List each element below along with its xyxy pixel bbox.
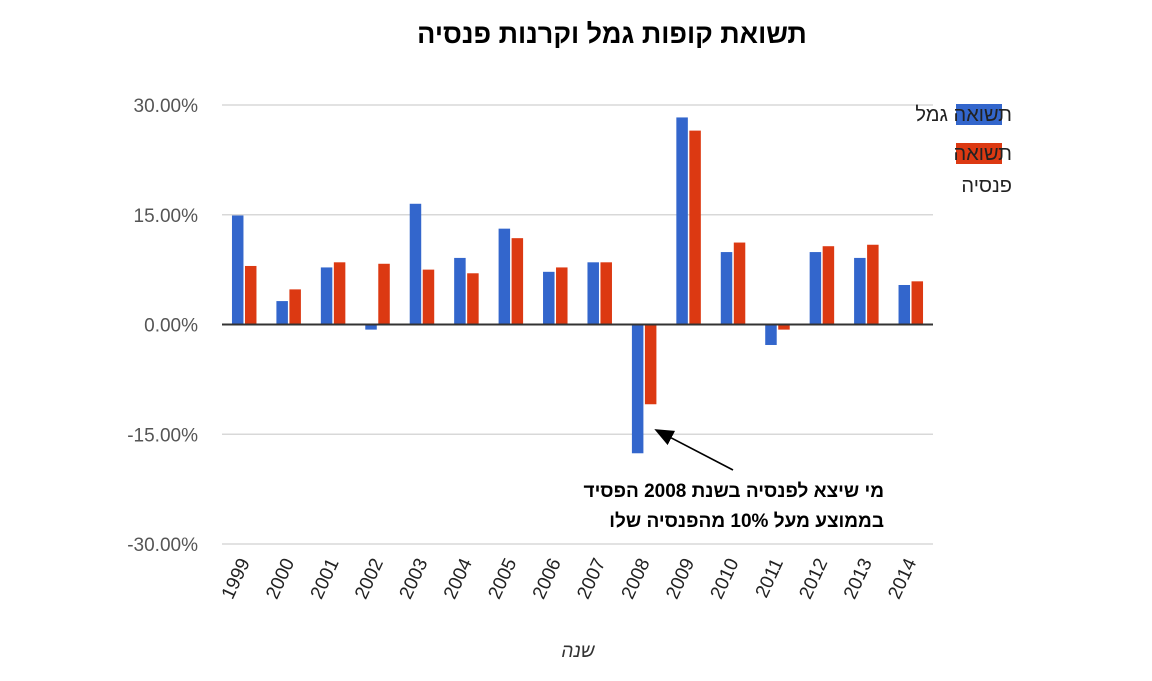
- x-tick-label: 2001: [307, 555, 344, 602]
- y-tick-label: 0.00%: [144, 316, 198, 337]
- legend-label-1: תשואה גמל: [915, 104, 1012, 126]
- bar-series-1-2011: [765, 324, 777, 345]
- x-tick-label: 2013: [840, 555, 877, 602]
- bar-series-1-2012: [809, 252, 822, 325]
- bar-series-2-2009: [689, 130, 701, 325]
- annotation: מי שיצא לפנסיה בשנת 2008 הפסיד בממוצע מעל…: [584, 429, 884, 532]
- bar-series-2-2013: [867, 244, 879, 325]
- x-tick-label: 2007: [573, 555, 610, 602]
- annotation-arrow: [654, 429, 734, 471]
- x-axis-label: שנה: [561, 641, 595, 662]
- legend-swatch-1: [956, 104, 1002, 125]
- x-tick-label: 2005: [484, 555, 521, 602]
- bar-series-2-2000: [289, 289, 301, 325]
- bar-series-2-2003: [422, 269, 435, 325]
- bar-series-2-2014: [911, 281, 924, 325]
- x-tick-label: 2014: [884, 555, 921, 603]
- bar-series-1-2004: [454, 257, 466, 325]
- bar-series-1-2005: [498, 228, 511, 325]
- bar-series-2-2010: [733, 242, 746, 325]
- bar-series-2-2008: [644, 324, 657, 405]
- bar-series-1-2014: [898, 284, 911, 325]
- bar-series-1-2009: [676, 117, 688, 325]
- annotation-text-line: מי שיצא לפנסיה בשנת 2008 הפסיד: [584, 481, 884, 502]
- chart-title: תשואת קופות גמל וקרנות פנסיה: [417, 19, 807, 49]
- x-tick-label: 2002: [351, 555, 388, 602]
- x-tick-label: 2008: [618, 555, 655, 602]
- annotation-text-line: בממוצע מעל 10% מהפנסיה שלו: [609, 511, 884, 532]
- y-tick-label: -30.00%: [127, 535, 198, 556]
- bar-series-2-2001: [333, 262, 346, 325]
- x-tick-label: 1999: [218, 555, 255, 602]
- legend-label-2: תשואה: [954, 143, 1012, 165]
- bar-series-1-2001: [320, 267, 333, 325]
- bar-series-1-2003: [409, 203, 422, 325]
- legend: תשואה גמל תשואה פנסיה: [915, 104, 1012, 197]
- x-tick-label: 2010: [707, 555, 744, 602]
- bar-series-1-2006: [543, 271, 555, 325]
- y-tick-label: 30.00%: [134, 96, 199, 117]
- bar-series-1-2008: [631, 324, 644, 454]
- bar-series-2-2007: [600, 262, 612, 325]
- bar-series-2-2012: [822, 246, 835, 325]
- bar-series-2-1999: [244, 265, 257, 325]
- legend-swatch-2: [956, 143, 1002, 164]
- x-tick-label: 2006: [529, 555, 566, 602]
- bar-series-1-1999: [231, 215, 244, 325]
- x-tick-label: 2012: [796, 555, 833, 602]
- x-tick-label: 2003: [396, 555, 433, 602]
- x-tick-label: 2009: [662, 555, 699, 602]
- legend-label-2: פנסיה: [961, 175, 1012, 197]
- bar-series-2-2004: [467, 273, 479, 325]
- bar-series-1-2013: [854, 257, 866, 325]
- x-tick-label: 2011: [752, 555, 788, 601]
- x-tick-label: 2004: [440, 555, 477, 603]
- y-tick-label: -15.00%: [127, 425, 198, 446]
- bar-series-2-2005: [511, 238, 524, 325]
- bar-series-1-2000: [276, 301, 288, 325]
- x-tick-label: 2000: [262, 555, 299, 602]
- bar-series-1-2007: [587, 262, 599, 325]
- bar-series-2-2011: [778, 324, 790, 330]
- bar-series-1-2010: [720, 252, 733, 325]
- bar-series-2-2002: [378, 263, 390, 325]
- bar-series-1-2002: [365, 324, 377, 330]
- y-tick-label: 15.00%: [134, 206, 199, 227]
- bar-series-2-2006: [556, 267, 568, 325]
